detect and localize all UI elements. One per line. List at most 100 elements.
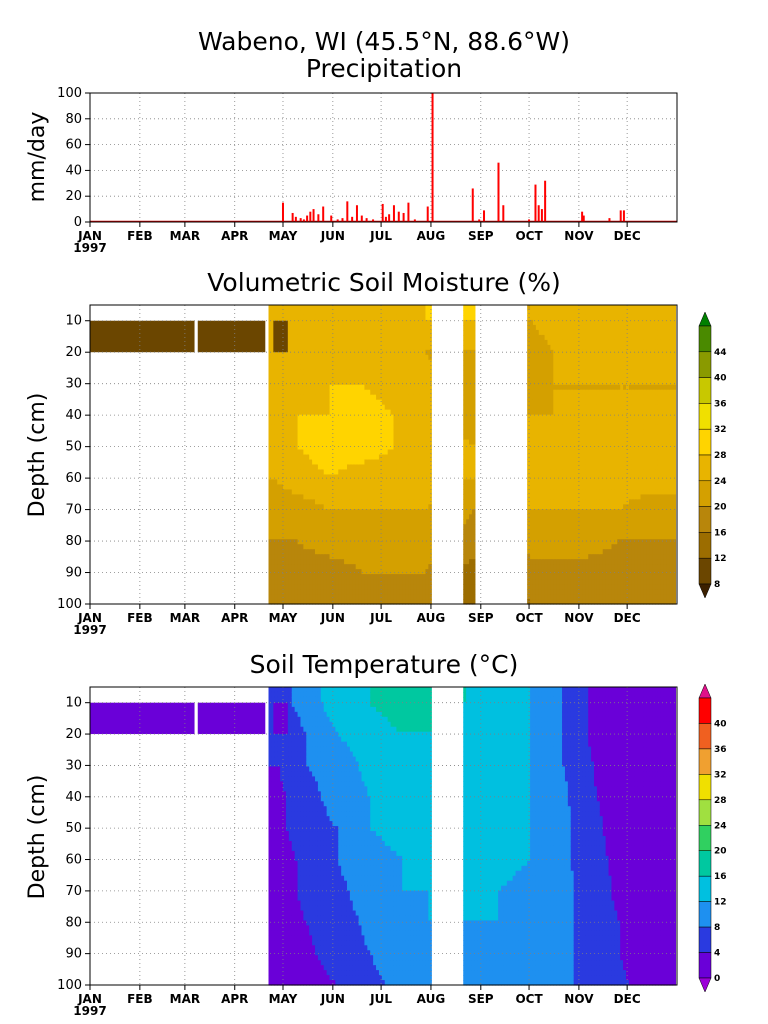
moisture-cell <box>588 444 592 451</box>
moisture-cell <box>361 344 366 351</box>
moisture-cell <box>471 439 476 446</box>
moisture-cell <box>315 334 319 341</box>
moisture-cell <box>370 589 374 595</box>
moisture-cell <box>567 374 572 381</box>
moisture-cell <box>344 359 348 366</box>
moisture-cell <box>396 569 400 575</box>
moisture-cell <box>419 369 424 376</box>
moisture-cell <box>469 559 473 565</box>
moisture-cell <box>422 574 427 580</box>
moisture-cell <box>367 414 371 421</box>
moisture-cell <box>463 514 467 520</box>
moisture-cell <box>527 574 531 580</box>
moisture-cell <box>413 314 418 321</box>
moisture-cell <box>341 319 345 326</box>
moisture-cell <box>579 319 583 326</box>
moisture-cell <box>425 554 429 560</box>
moisture-cell <box>381 569 386 575</box>
moisture-cell <box>402 305 406 311</box>
moisture-cell <box>553 459 557 466</box>
moisture-cell <box>573 404 578 411</box>
moisture-cell <box>428 594 432 600</box>
moisture-cell <box>364 429 368 436</box>
moisture-cell <box>317 324 322 331</box>
moisture-cell <box>410 309 415 316</box>
moisture-cell <box>312 479 316 485</box>
moisture-cell <box>309 569 313 575</box>
moisture-cell <box>413 544 418 550</box>
moisture-cell <box>329 339 334 346</box>
moisture-cell <box>341 329 345 336</box>
moisture-cell <box>326 389 331 396</box>
moisture-cell <box>315 484 319 490</box>
moisture-cell <box>567 494 572 500</box>
moisture-cell <box>567 489 572 495</box>
moisture-cell <box>364 344 368 351</box>
moisture-cell <box>573 399 578 406</box>
moisture-cell <box>344 474 348 481</box>
moisture-cell <box>559 419 563 426</box>
moisture-cell <box>416 364 421 371</box>
moisture-cell <box>344 369 348 376</box>
moisture-cell <box>573 379 578 386</box>
moisture-cell <box>559 479 563 485</box>
moisture-cell <box>547 569 552 575</box>
moisture-cell <box>567 404 572 411</box>
moisture-cell <box>408 409 412 416</box>
moisture-cell <box>344 389 348 396</box>
moisture-cell <box>358 424 363 431</box>
temperature-ylabel: Depth (cm) <box>25 775 50 900</box>
moisture-cell <box>370 334 374 341</box>
moisture-cell <box>280 474 284 481</box>
moisture-cell <box>535 339 540 346</box>
moisture-cell <box>277 589 281 595</box>
moisture-cell <box>562 414 566 421</box>
moisture-cell <box>396 359 400 366</box>
moisture-cell <box>306 419 310 426</box>
moisture-cell <box>387 359 392 366</box>
moisture-cell <box>585 399 589 406</box>
moisture-cell <box>367 539 371 545</box>
moisture-cell <box>399 364 403 371</box>
moisture-cell <box>585 354 589 361</box>
moisture-cell <box>355 594 360 600</box>
moisture-cell <box>567 399 572 406</box>
moisture-cell <box>370 414 374 421</box>
moisture-cell <box>288 414 293 421</box>
moisture-cell <box>268 494 273 500</box>
moisture-cell <box>393 569 397 575</box>
moisture-cell <box>544 449 549 456</box>
moisture-cell <box>306 539 310 545</box>
moisture-cell <box>280 399 284 406</box>
moisture-cell <box>326 305 331 311</box>
moisture-cell <box>413 309 418 316</box>
moisture-cell <box>547 549 552 555</box>
moisture-cell <box>268 539 273 545</box>
moisture-cell <box>323 544 328 550</box>
moisture-cell <box>535 394 540 401</box>
moisture-cell <box>373 484 377 490</box>
moisture-cell <box>416 539 421 545</box>
moisture-cell <box>425 584 429 590</box>
moisture-cell <box>530 549 534 555</box>
moisture-cell <box>291 599 296 605</box>
moisture-cell <box>320 329 325 336</box>
moisture-cell <box>579 339 583 346</box>
moisture-cell <box>550 584 554 590</box>
moisture-cell <box>410 479 415 485</box>
moisture-cell <box>559 539 563 545</box>
moisture-cell <box>471 354 476 361</box>
moisture-cell <box>344 414 348 421</box>
moisture-cell <box>320 544 325 550</box>
moisture-cell <box>288 599 293 605</box>
moisture-cell <box>405 544 409 550</box>
moisture-cell <box>570 339 575 346</box>
moisture-cell <box>346 519 351 525</box>
moisture-cell <box>300 584 304 590</box>
moisture-cell <box>553 534 557 540</box>
moisture-cell <box>463 329 467 336</box>
moisture-cell <box>352 499 357 505</box>
moisture-cell <box>466 439 470 446</box>
moisture-cell <box>317 314 322 321</box>
moisture-cell <box>309 589 313 595</box>
